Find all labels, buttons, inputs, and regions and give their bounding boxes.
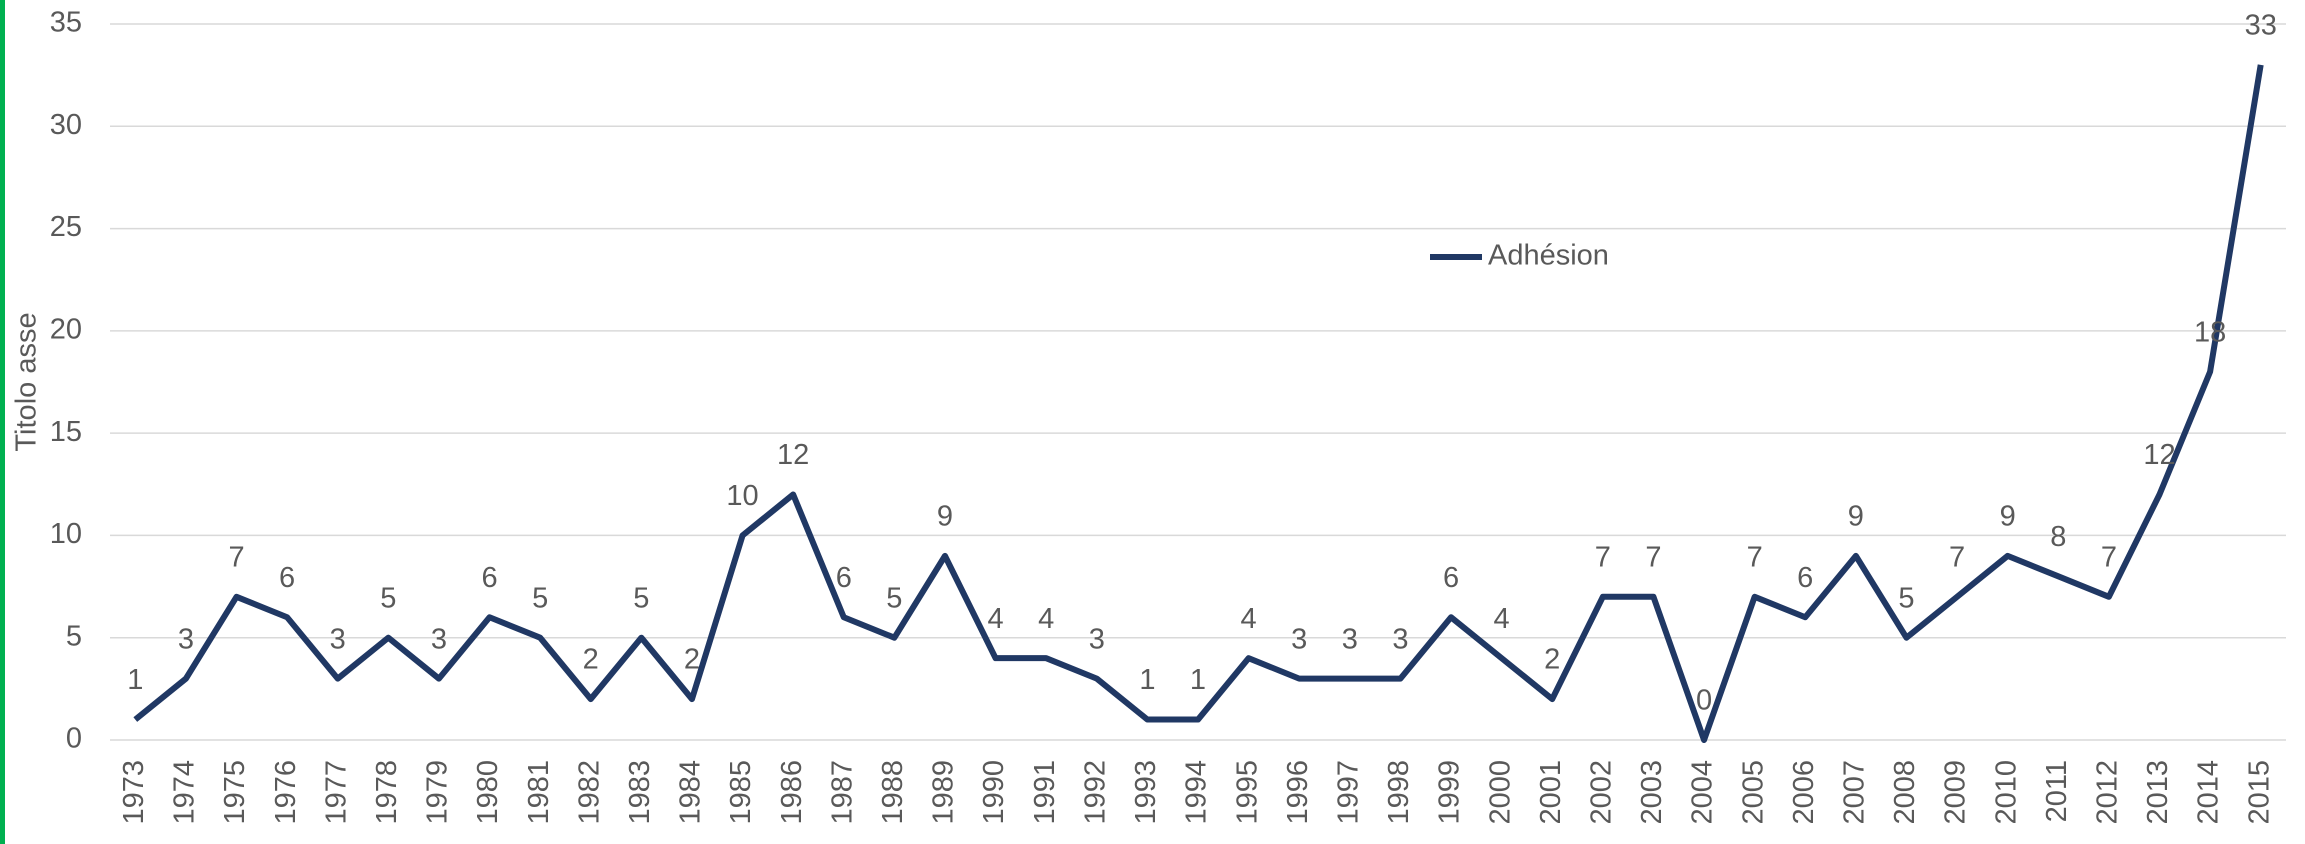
x-tick-label: 1979 xyxy=(422,760,454,825)
x-tick-label: 2010 xyxy=(1990,760,2022,825)
y-tick-label: 0 xyxy=(66,723,82,755)
data-label: 7 xyxy=(2101,541,2117,573)
x-tick-label: 1991 xyxy=(1029,760,1061,825)
x-tick-label: 1981 xyxy=(523,760,555,825)
x-tick-label: 2004 xyxy=(1687,760,1719,825)
y-axis-title: Titolo asse xyxy=(11,312,43,451)
x-tick-label: 1998 xyxy=(1383,760,1415,825)
data-line xyxy=(133,64,2264,743)
data-label: 7 xyxy=(1645,541,1661,573)
x-tick-label: 1982 xyxy=(573,760,605,825)
y-tick-label: 5 xyxy=(66,620,82,652)
data-label: 5 xyxy=(886,582,902,614)
data-label: 5 xyxy=(633,582,649,614)
x-tick-label: 2003 xyxy=(1636,760,1668,825)
data-label: 0 xyxy=(1696,685,1712,717)
y-tick-label: 35 xyxy=(50,7,82,39)
x-tick-label: 1976 xyxy=(270,760,302,825)
x-tick-label: 2008 xyxy=(1889,760,1921,825)
x-tick-label: 1997 xyxy=(1332,760,1364,825)
x-tick-label: 1985 xyxy=(725,760,757,825)
x-tick-label: 1986 xyxy=(776,760,808,825)
data-label: 9 xyxy=(2000,501,2016,533)
data-label: 2 xyxy=(1544,644,1560,676)
x-tick-label: 1993 xyxy=(1130,760,1162,825)
x-tick-label: 1995 xyxy=(1231,760,1263,825)
x-tick-label: 1989 xyxy=(928,760,960,825)
data-label: 7 xyxy=(1949,541,1965,573)
data-label: 6 xyxy=(1443,562,1459,594)
data-label: 6 xyxy=(279,562,295,594)
data-label: 3 xyxy=(1089,623,1105,655)
data-label: 3 xyxy=(431,623,447,655)
x-tick-label: 2009 xyxy=(1940,760,1972,825)
x-tick-label: 2002 xyxy=(1585,760,1617,825)
data-label: 33 xyxy=(2245,10,2277,42)
x-tick-label: 1973 xyxy=(118,760,150,825)
x-tick-label: 2012 xyxy=(2092,760,2124,825)
data-label: 4 xyxy=(1494,603,1510,635)
data-label: 7 xyxy=(1595,541,1611,573)
data-label: 3 xyxy=(1291,623,1307,655)
x-tick-label: 1974 xyxy=(169,760,201,825)
data-label: 10 xyxy=(726,480,758,512)
data-label: 4 xyxy=(1241,603,1257,635)
data-label: 8 xyxy=(2050,521,2066,553)
data-label: 2 xyxy=(583,644,599,676)
x-tick-label: 1977 xyxy=(320,760,352,825)
data-label: 7 xyxy=(1747,541,1763,573)
x-tick-label: 1978 xyxy=(371,760,403,825)
x-tick-label: 1984 xyxy=(675,760,707,825)
data-label: 12 xyxy=(777,439,809,471)
data-label: 9 xyxy=(1848,501,1864,533)
data-label: 3 xyxy=(1342,623,1358,655)
y-tick-label: 20 xyxy=(50,314,82,346)
x-tick-label: 2007 xyxy=(1839,760,1871,825)
data-label: 6 xyxy=(481,562,497,594)
edge-bar xyxy=(0,0,5,844)
x-tick-label: 2013 xyxy=(2142,760,2174,825)
data-label: 3 xyxy=(1392,623,1408,655)
x-tick-label: 2006 xyxy=(1788,760,1820,825)
data-label: 6 xyxy=(1797,562,1813,594)
data-label: 5 xyxy=(532,582,548,614)
x-tick-label: 1990 xyxy=(978,760,1010,825)
x-tick-label: 1994 xyxy=(1181,760,1213,825)
data-label: 3 xyxy=(330,623,346,655)
y-tick-label: 25 xyxy=(50,211,82,243)
data-label: 5 xyxy=(1898,582,1914,614)
x-tick-label: 2015 xyxy=(2243,760,2275,825)
data-label: 6 xyxy=(836,562,852,594)
data-label: 4 xyxy=(1038,603,1054,635)
x-tick-label: 2014 xyxy=(2193,760,2225,825)
data-label: 7 xyxy=(228,541,244,573)
x-tick-label: 1988 xyxy=(877,760,909,825)
data-label: 1 xyxy=(1139,664,1155,696)
x-tick-label: 2001 xyxy=(1535,760,1567,825)
x-tick-label: 2005 xyxy=(1737,760,1769,825)
x-tick-label: 1980 xyxy=(472,760,504,825)
data-label: 1 xyxy=(127,664,143,696)
data-label: 1 xyxy=(1190,664,1206,696)
data-label: 5 xyxy=(380,582,396,614)
x-tick-label: 1992 xyxy=(1079,760,1111,825)
x-tick-label: 2000 xyxy=(1484,760,1516,825)
y-tick-label: 10 xyxy=(50,518,82,550)
x-tick-label: 2011 xyxy=(2041,760,2073,822)
legend-label: Adhésion xyxy=(1488,240,1609,272)
data-label: 9 xyxy=(937,501,953,533)
data-label: 4 xyxy=(988,603,1004,635)
y-tick-label: 15 xyxy=(50,416,82,448)
data-label: 18 xyxy=(2194,316,2226,348)
x-tick-label: 1999 xyxy=(1434,760,1466,825)
data-label: 2 xyxy=(684,644,700,676)
x-tick-label: 1987 xyxy=(826,760,858,825)
x-tick-label: 1996 xyxy=(1282,760,1314,825)
x-tick-label: 1975 xyxy=(219,760,251,825)
y-tick-label: 30 xyxy=(50,109,82,141)
data-label: 12 xyxy=(2143,439,2175,471)
x-tick-label: 1983 xyxy=(624,760,656,825)
data-label: 3 xyxy=(178,623,194,655)
